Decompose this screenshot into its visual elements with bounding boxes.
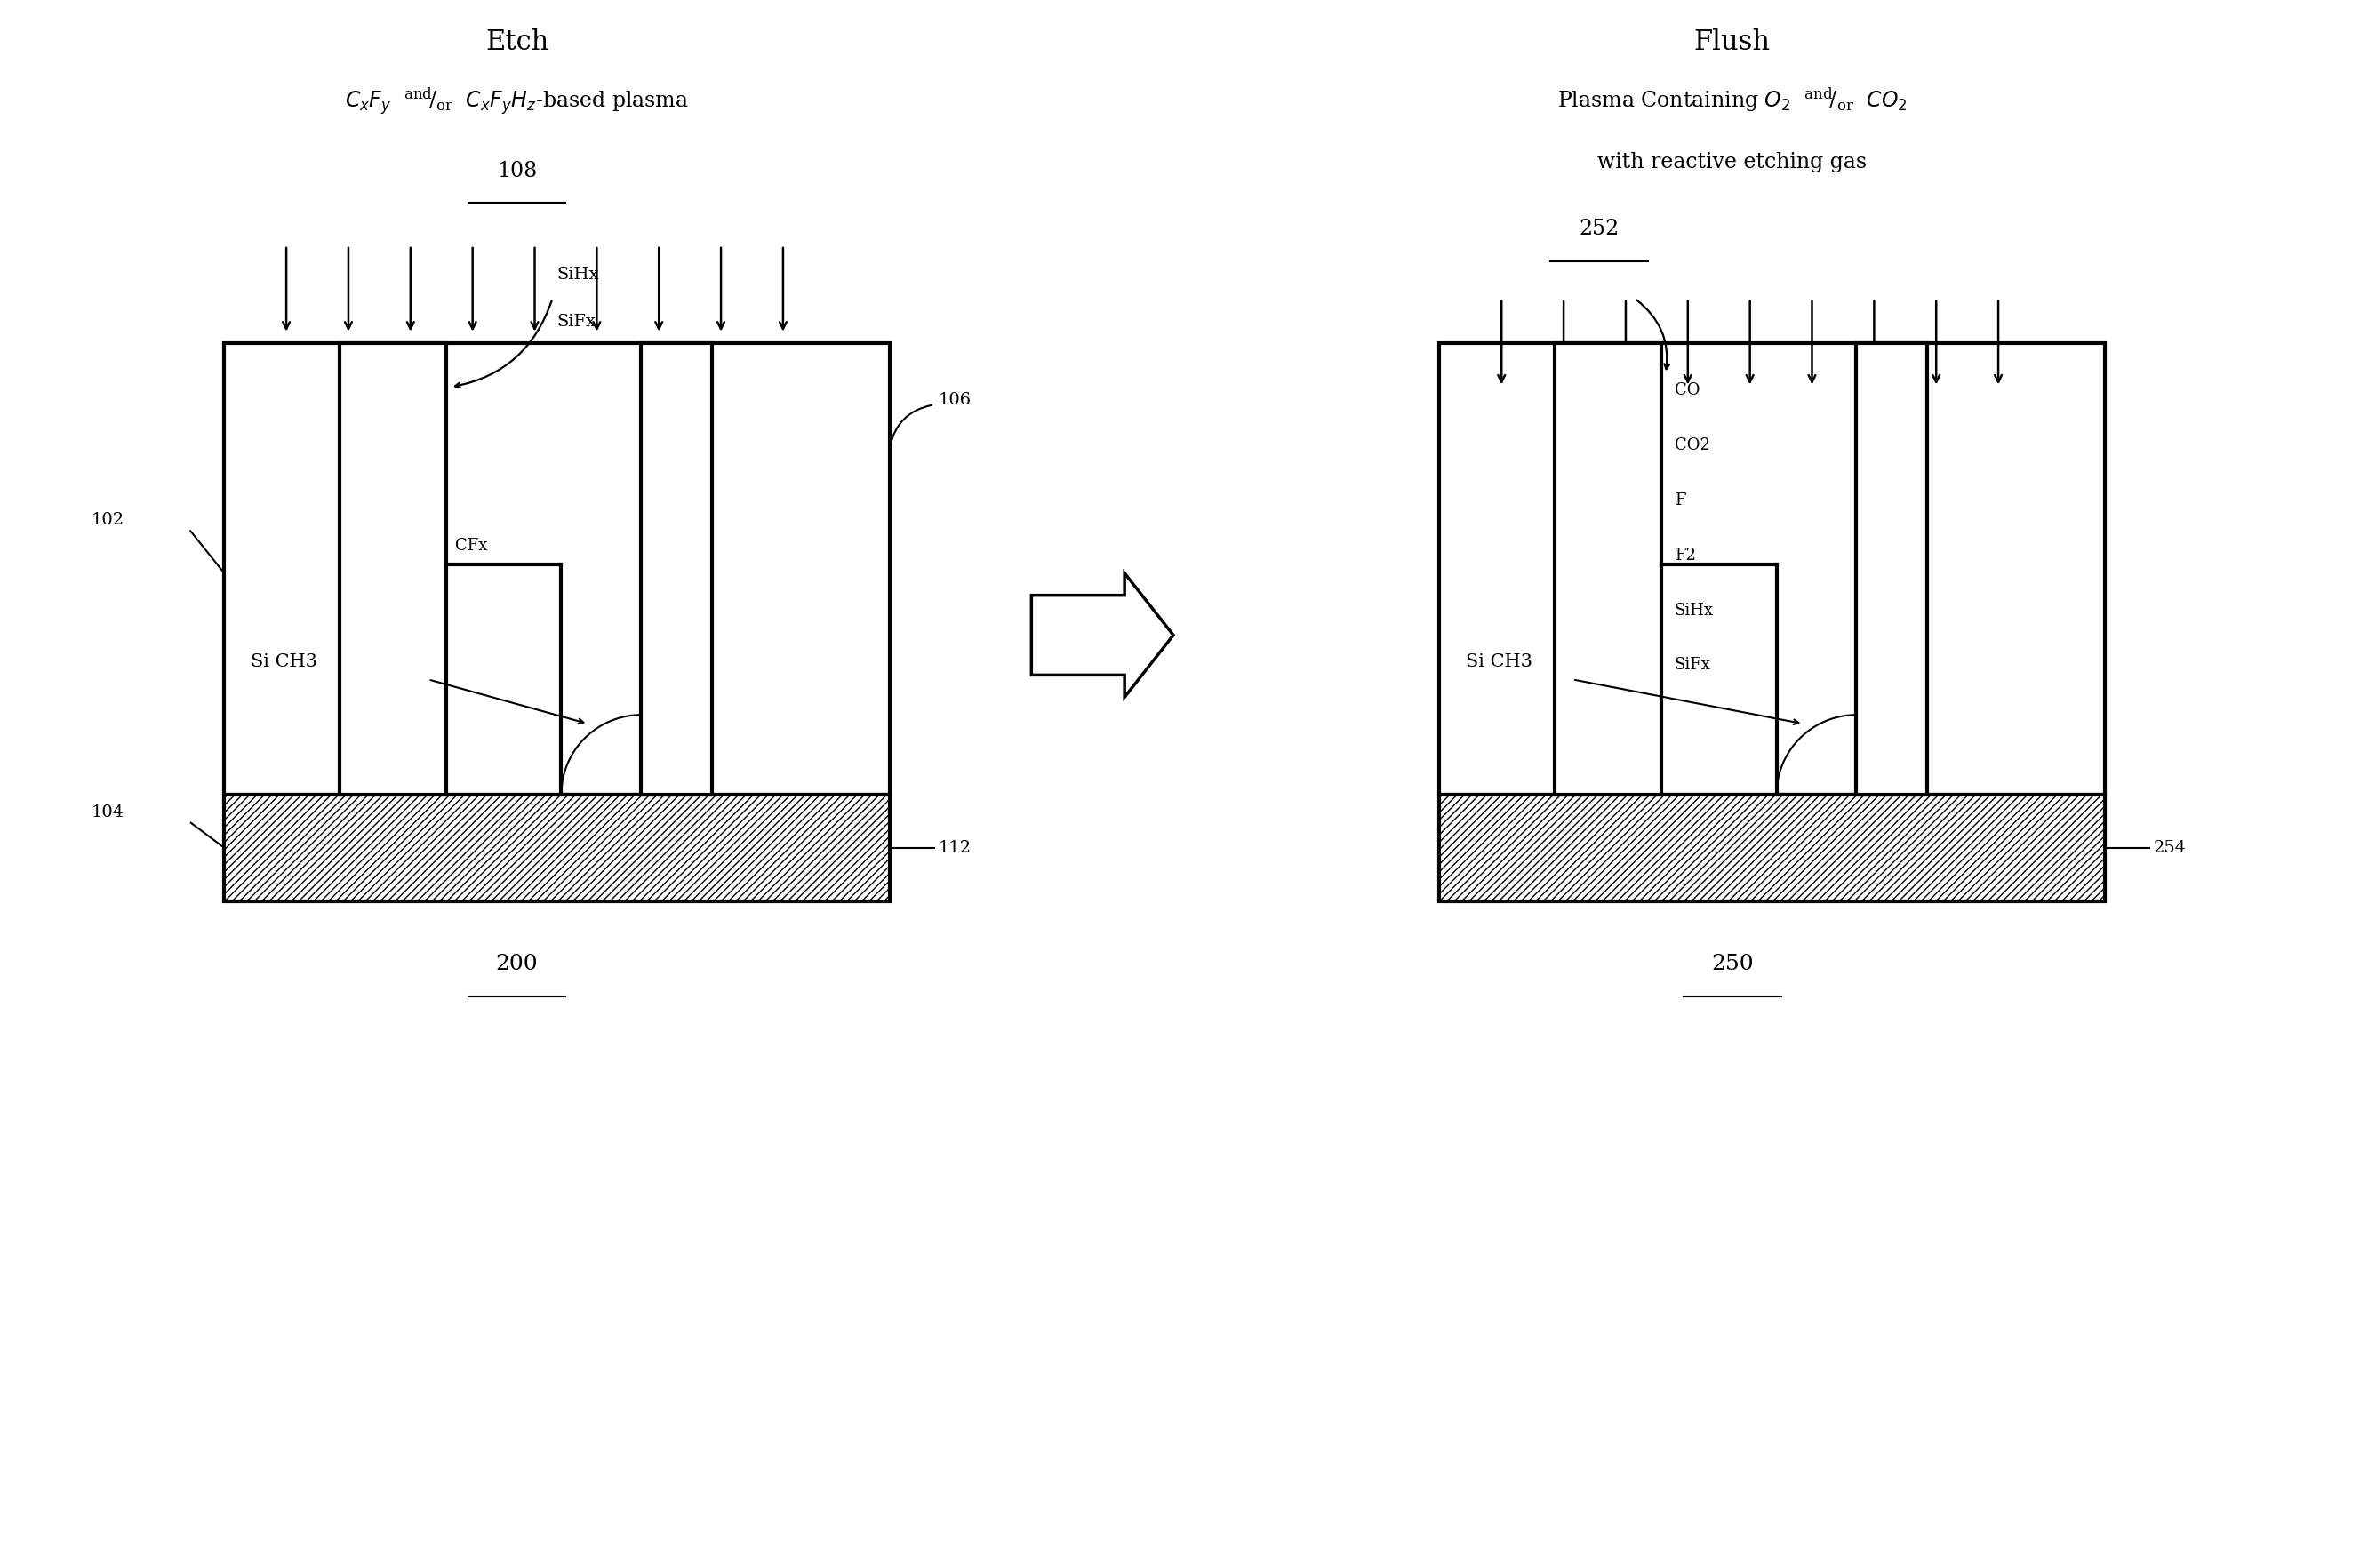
Text: CO: CO bbox=[1676, 383, 1699, 398]
Text: F: F bbox=[1676, 492, 1685, 508]
Text: Plasma Containing $O_2$  $\mathregular{^{and}\!/_{or}}$  $CO_2$: Plasma Containing $O_2$ $\mathregular{^{… bbox=[1558, 86, 1907, 114]
Text: 104: 104 bbox=[92, 804, 125, 820]
Bar bbox=[224, 795, 890, 902]
Text: SiHx: SiHx bbox=[557, 267, 599, 282]
Text: with reactive etching gas: with reactive etching gas bbox=[1598, 152, 1867, 172]
Text: 108: 108 bbox=[498, 162, 538, 182]
Text: 254: 254 bbox=[2155, 840, 2185, 856]
Bar bbox=[642, 343, 713, 795]
Text: Si CH3: Si CH3 bbox=[1466, 654, 1532, 670]
Text: SiFx: SiFx bbox=[1676, 657, 1711, 673]
Bar bbox=[1555, 343, 1661, 795]
Text: CO2: CO2 bbox=[1676, 437, 1711, 453]
Text: 112: 112 bbox=[939, 840, 972, 856]
Text: SiHx: SiHx bbox=[1676, 602, 1713, 618]
Text: Si CH3: Si CH3 bbox=[250, 654, 319, 670]
Text: $C_xF_y$  $\mathregular{^{and}\!/_{or}}$  $C_xF_yH_z$-based plasma: $C_xF_y$ $\mathregular{^{and}\!/_{or}}$ … bbox=[345, 86, 689, 118]
FancyArrow shape bbox=[1031, 574, 1173, 698]
Text: F2: F2 bbox=[1676, 547, 1697, 563]
Bar bbox=[340, 343, 446, 795]
Bar bbox=[1857, 343, 1928, 795]
Text: 250: 250 bbox=[1711, 955, 1753, 975]
Text: 252: 252 bbox=[1579, 218, 1619, 238]
Text: SiFx: SiFx bbox=[557, 314, 597, 329]
Text: 102: 102 bbox=[92, 511, 125, 528]
Text: 106: 106 bbox=[939, 392, 972, 408]
Text: 200: 200 bbox=[496, 955, 538, 975]
Bar bbox=[1440, 795, 2105, 902]
Bar bbox=[1440, 343, 2105, 795]
Text: Flush: Flush bbox=[1694, 28, 1770, 56]
Text: Etch: Etch bbox=[486, 28, 548, 56]
Text: CFx: CFx bbox=[455, 538, 486, 554]
Bar bbox=[224, 343, 890, 795]
